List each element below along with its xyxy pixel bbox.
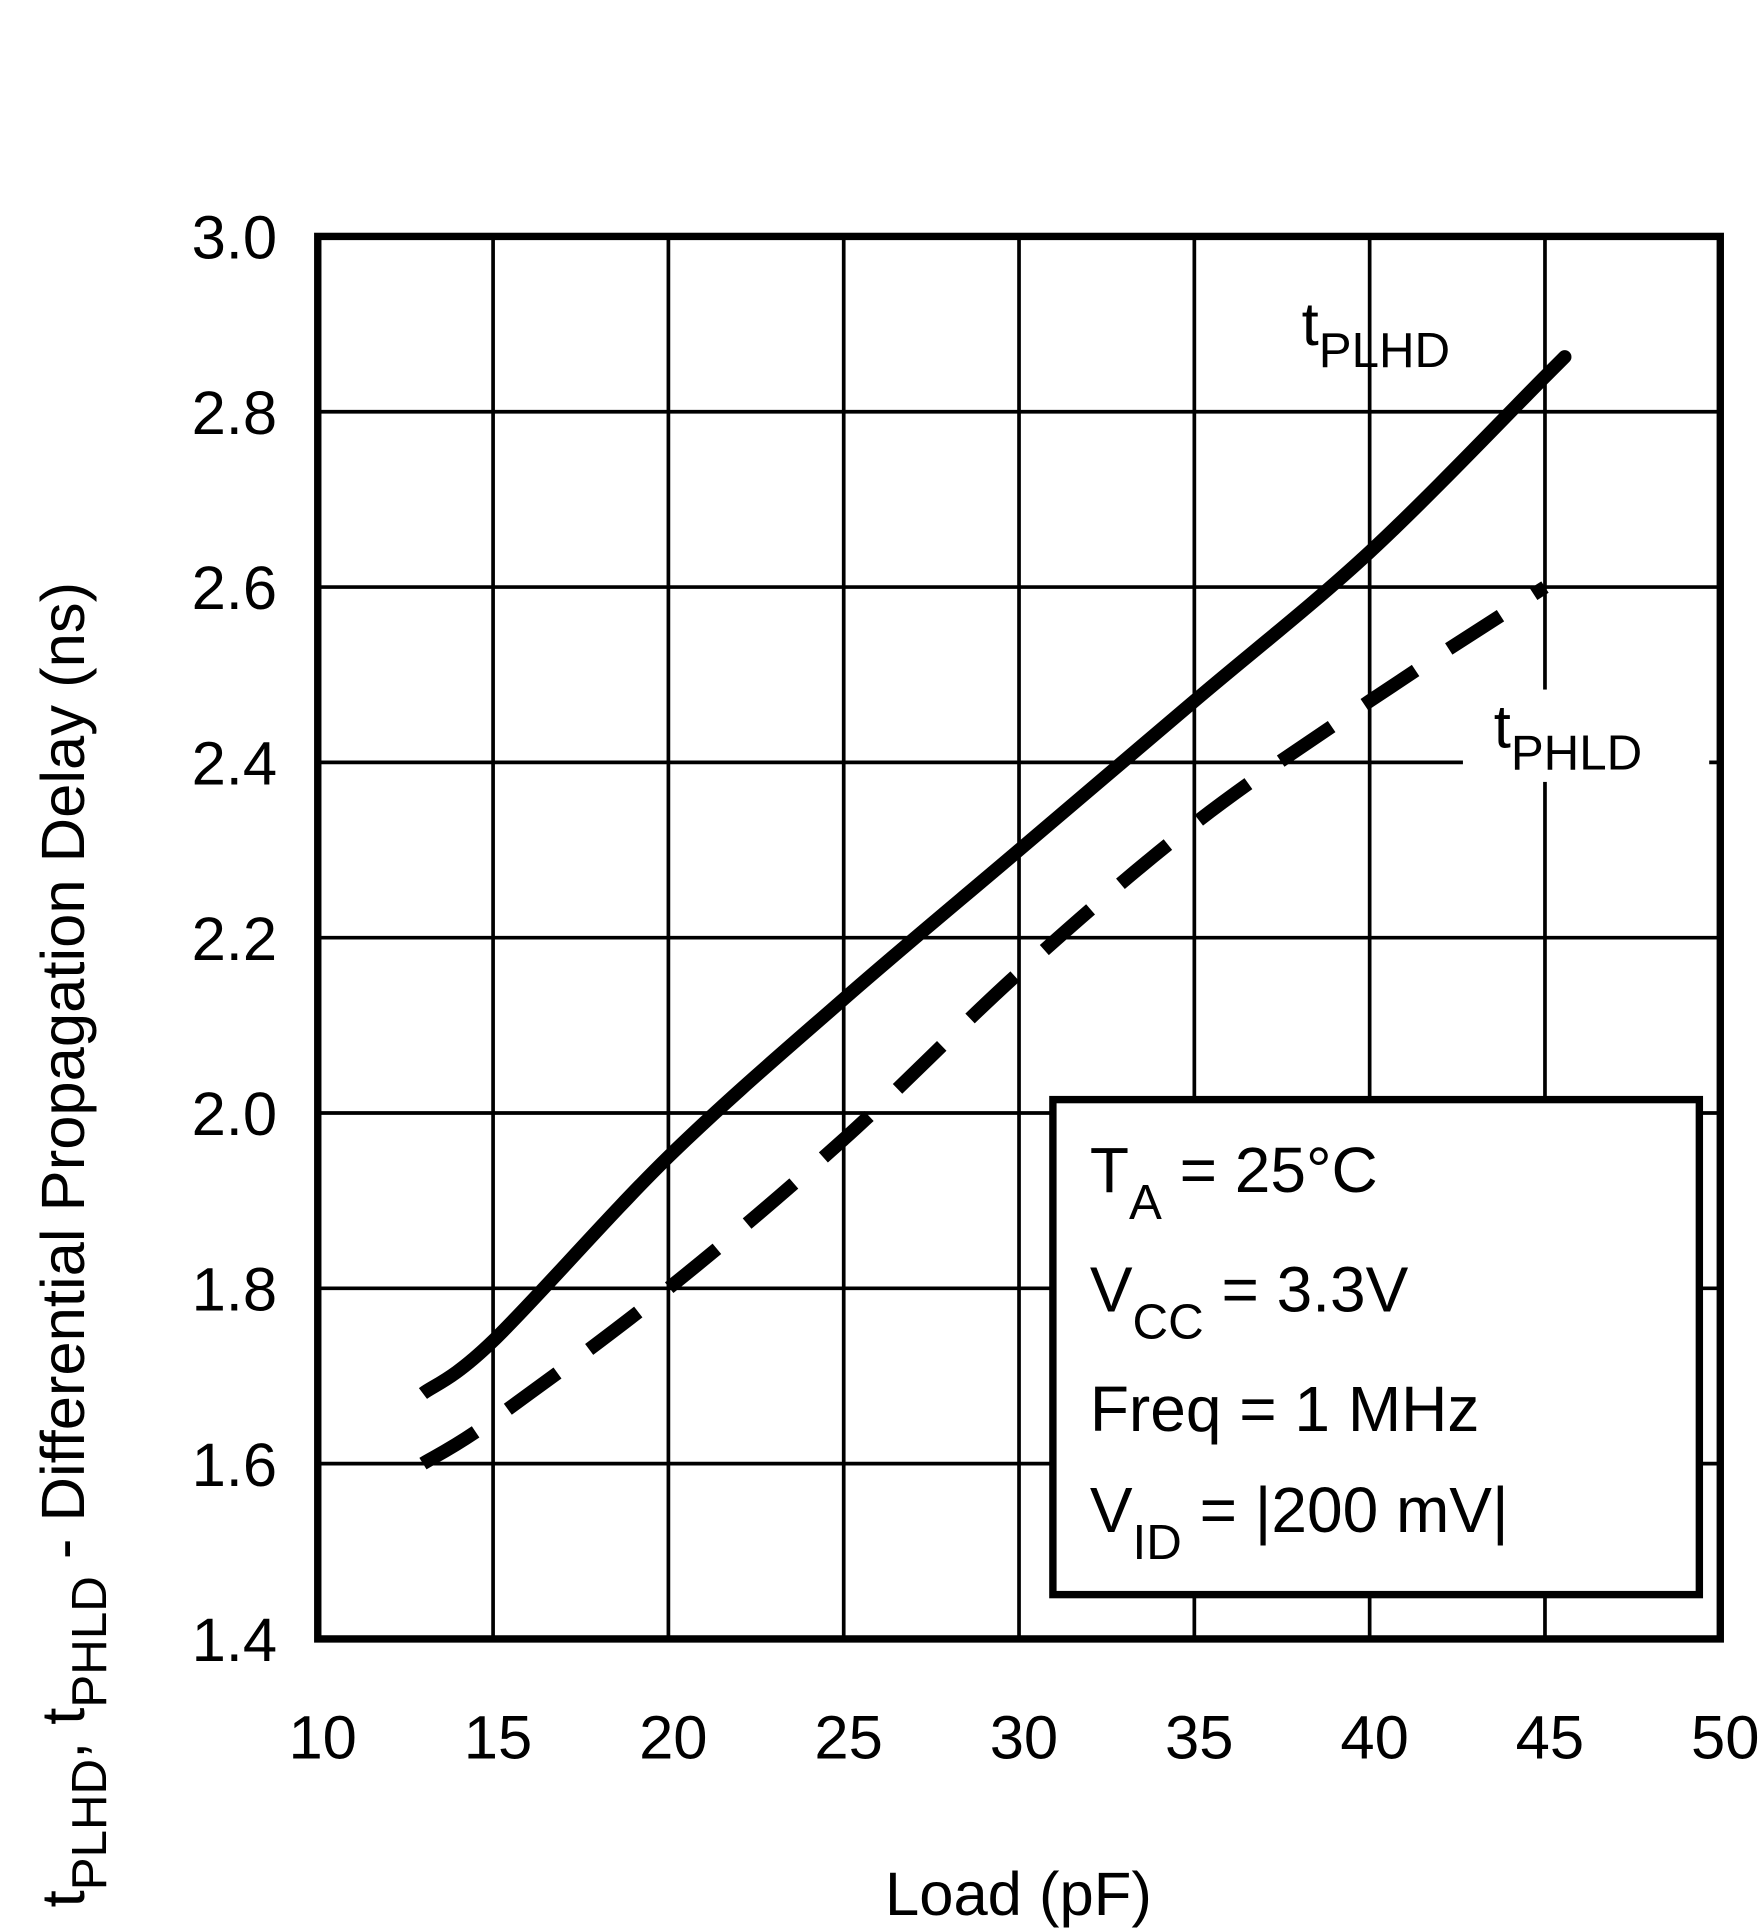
y-tick-labels: 1.4 1.6 1.8 2.0 2.2 2.4 2.6 2.8 3.0: [192, 204, 278, 1676]
y-tick-label: 1.4: [192, 1606, 278, 1675]
x-tick-label: 20: [639, 1703, 707, 1772]
y-tick-label: 1.8: [192, 1255, 278, 1324]
x-tick-label: 50: [1691, 1703, 1759, 1772]
series-label-tplhd: tPLHD: [1302, 290, 1450, 378]
x-tick-label: 25: [814, 1703, 882, 1772]
condition-vcc: VCC = 3.3V: [1090, 1253, 1409, 1349]
conditions-box: TA = 25°C VCC = 3.3V Freq = 1 MHz VID = …: [1049, 1095, 1704, 1599]
y-tick-label: 2.8: [192, 379, 278, 448]
x-tick-label: 45: [1516, 1703, 1584, 1772]
x-tick-labels: 10 15 20 25 30 35 40 45 50: [288, 1703, 1759, 1772]
y-tick-label: 1.6: [192, 1431, 278, 1500]
condition-freq: Freq = 1 MHz: [1090, 1373, 1480, 1445]
x-tick-label: 30: [990, 1703, 1058, 1772]
condition-vid: VID = |200 mV|: [1090, 1474, 1509, 1570]
series-lines: [418, 350, 1572, 1470]
y-tick-label: 2.2: [192, 905, 278, 974]
y-axis-label: tPLHD, tPHLD - Differential Propagation …: [29, 582, 117, 1908]
series-label-tphld: tPHLD: [1494, 692, 1642, 780]
series-line-tplhd: [418, 350, 1572, 1400]
x-tick-label: 10: [288, 1703, 356, 1772]
y-tick-label: 3.0: [192, 204, 278, 273]
y-tick-label: 2.0: [192, 1080, 278, 1149]
y-tick-label: 2.4: [192, 730, 278, 799]
condition-ta: TA = 25°C: [1090, 1134, 1378, 1230]
x-tick-label: 40: [1340, 1703, 1408, 1772]
plot-frame: [314, 232, 1724, 1643]
x-axis-label: Load (pF): [885, 1860, 1152, 1929]
y-tick-label: 2.6: [192, 554, 278, 623]
x-tick-label: 35: [1165, 1703, 1233, 1772]
x-tick-label: 15: [464, 1703, 532, 1772]
